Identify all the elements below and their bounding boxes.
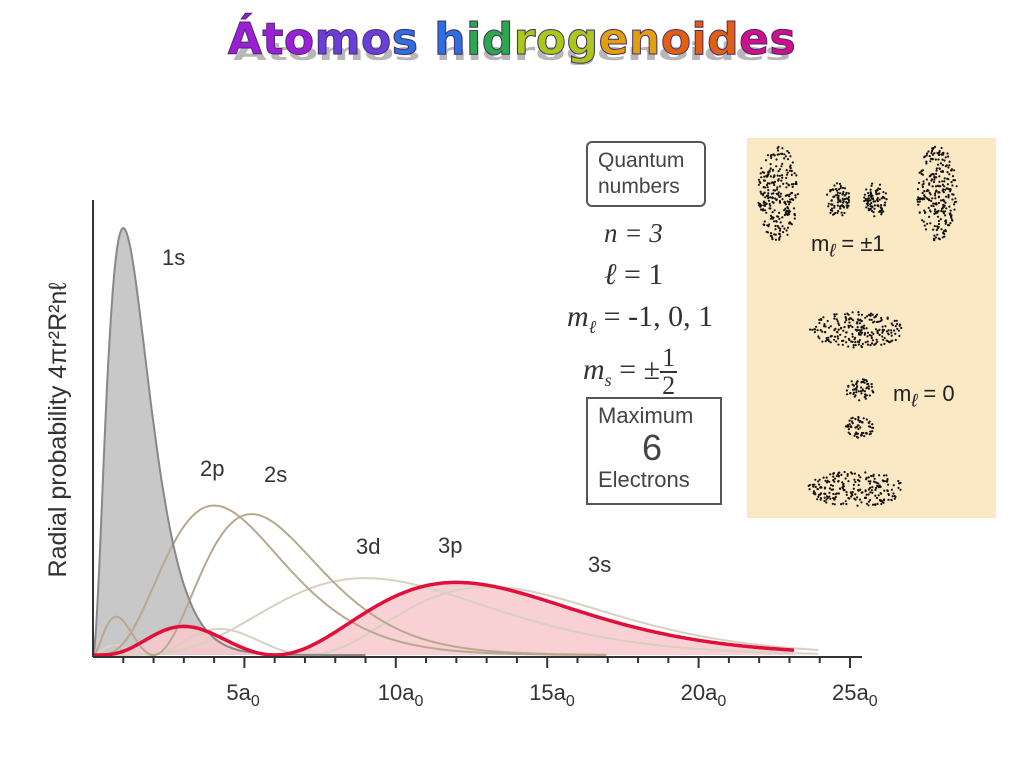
title-letter: t: [262, 14, 284, 66]
curve-1s: [92, 226, 366, 656]
l-symbol: ℓ: [604, 258, 617, 291]
max-label: Maximum: [598, 403, 694, 428]
orbital-torus-bottom: [807, 470, 902, 507]
curve-lines: [92, 226, 819, 657]
title-letter: o: [283, 14, 315, 66]
curve-label-1s: 1s: [162, 245, 185, 270]
curve-label-3d: 3d: [356, 534, 380, 559]
x-tick-label: 20a0: [681, 680, 727, 710]
quantum-box-line1: Quantum: [598, 149, 685, 172]
equation-n: n = 3: [604, 218, 663, 249]
y-axis-label: Radial probability 4πr²R²nℓ: [44, 282, 72, 578]
title-letter: i: [691, 14, 708, 66]
slide-title: Átomos hidrogenoides: [0, 14, 1024, 66]
ms-value: = ±: [619, 352, 661, 386]
x-tick-label: 5a0: [226, 680, 259, 710]
ms-subscript: s: [604, 369, 612, 390]
title-letter: Á: [227, 14, 263, 66]
curve-2p: [93, 504, 607, 656]
electrons-label: Electrons: [598, 467, 690, 492]
n-value: = 3: [624, 218, 663, 248]
curve-fills: [93, 228, 794, 655]
curve-fill-1s: [93, 228, 366, 655]
title-letter: i: [466, 14, 482, 66]
ml-subscript: ℓ: [588, 317, 597, 337]
curve-labels: 1s 2p 2s 3d 3p 3s: [162, 245, 611, 577]
ml-symbol: m: [567, 300, 589, 333]
x-tick-label: 10a0: [378, 680, 424, 710]
quantum-numbers-box: Quantum numbers: [586, 141, 706, 207]
title-letter: s: [391, 14, 419, 66]
curve-3s: [92, 585, 819, 656]
n-symbol: n: [604, 218, 618, 248]
title-letter: o: [361, 14, 392, 66]
curve-label-2p: 2p: [200, 456, 224, 481]
title-letter: o: [660, 14, 692, 66]
orbital-lobe-mid-bottom: [844, 415, 875, 439]
title-letter: d: [481, 14, 514, 66]
orbital-lobe-left: [757, 145, 799, 241]
title-letter: n: [628, 14, 661, 66]
x-tick-label: 25a0: [832, 680, 878, 710]
ml-value: = -1, 0, 1: [603, 300, 714, 333]
title-letter: s: [769, 14, 797, 66]
ms-symbol: m: [583, 352, 605, 386]
title-letter: h: [434, 14, 467, 66]
orbital-lobe-mid-top: [845, 378, 875, 402]
quantum-box-line2: numbers: [598, 175, 680, 198]
title-letter: m: [314, 14, 362, 66]
title-letter: e: [739, 14, 770, 66]
l-value: = 1: [624, 258, 664, 291]
title-letter: g: [566, 14, 599, 66]
slide-title-area: Átomos hidrogenoides Átomos hidrogenoide…: [0, 14, 1024, 94]
orbital-torus-top: [809, 311, 903, 349]
ml-0-label: mℓ = 0: [893, 381, 955, 411]
ms-denominator: 2: [662, 371, 676, 400]
title-letter: r: [513, 14, 536, 66]
equation-ms: ms = ±1 2: [583, 343, 678, 400]
equation-l: ℓ = 1: [604, 258, 663, 292]
orbital-lobe-center-left: [826, 182, 851, 217]
curve-label-3p: 3p: [438, 533, 462, 558]
ml-pm1-label: mℓ = ±1: [811, 231, 885, 261]
title-letter: e: [598, 14, 629, 66]
orbital-shapes-panel: mℓ = ±1 mℓ = 0: [747, 138, 996, 518]
curve-label-3s: 3s: [588, 552, 611, 577]
ms-numerator: 1: [660, 343, 678, 373]
orbital-dot-clouds: [757, 145, 958, 507]
curve-fill-3p: [93, 582, 794, 655]
equation-ml: mℓ = -1, 0, 1: [567, 300, 713, 338]
curve-3p: [93, 580, 794, 657]
title-letter: o: [535, 14, 567, 66]
x-tick-label: 15a0: [529, 680, 575, 710]
orbital-lobe-right: [916, 145, 958, 242]
max-number: 6: [642, 427, 663, 468]
curve-label-2s: 2s: [264, 462, 287, 487]
maximum-electrons-box: Maximum 6 Electrons: [586, 397, 722, 505]
title-reflection: Átomos hidrogenoides: [232, 38, 792, 67]
title-letter: d: [707, 14, 740, 66]
orbital-lobe-center-right: [863, 182, 888, 218]
x-ticks: 5a0 10a0 15a0 20a0 25a0: [122, 657, 878, 710]
